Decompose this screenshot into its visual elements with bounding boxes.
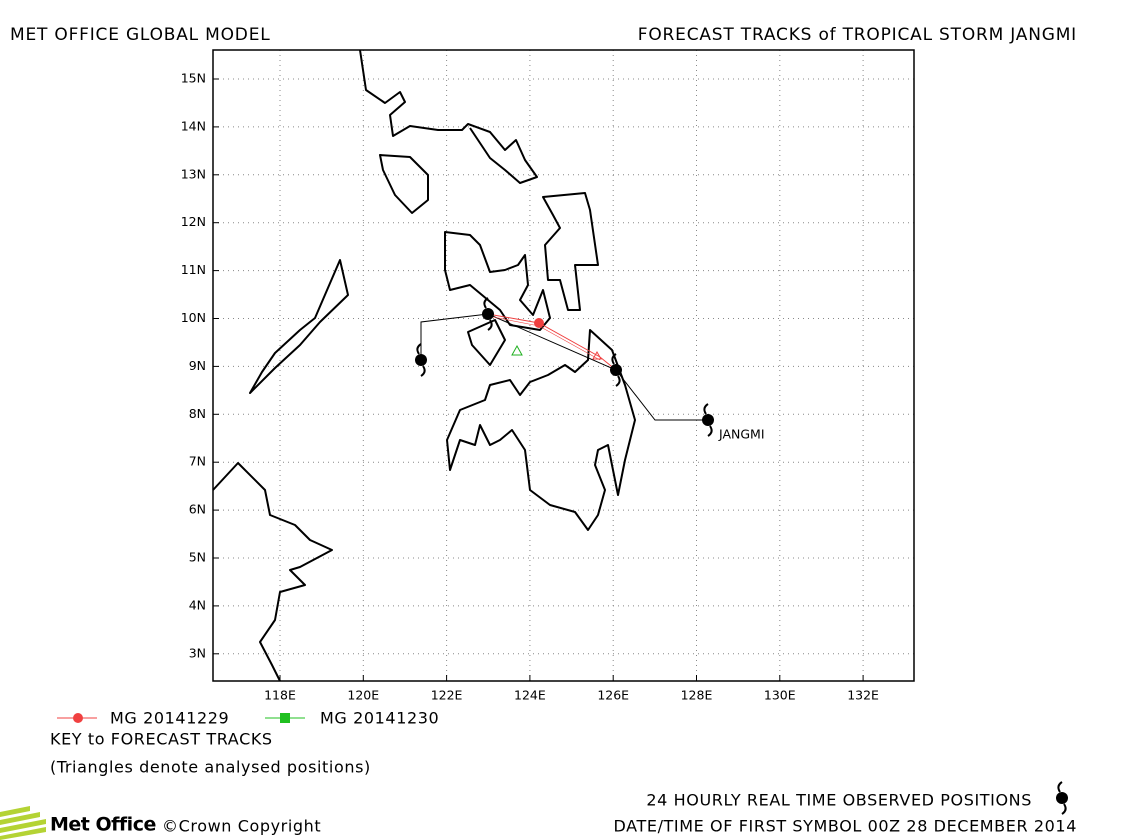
- storm-arm: [483, 297, 489, 309]
- lon-label: 118E: [264, 688, 296, 703]
- legend-note: (Triangles denote analysed positions): [50, 758, 371, 777]
- forecast-track-1229: [487, 313, 617, 371]
- header-right: FORECAST TRACKS of TROPICAL STORM JANGMI: [638, 25, 1077, 45]
- lat-label: 8N: [189, 406, 206, 421]
- analysed-position-1230: [511, 344, 523, 356]
- lat-label: 7N: [189, 454, 206, 469]
- lat-label: 10N: [181, 310, 206, 325]
- lon-label: 120E: [347, 688, 379, 703]
- map-frame: [212, 49, 915, 682]
- storm-arm: [707, 425, 713, 437]
- legend-marker-red: [73, 713, 83, 723]
- storm-symbol: [610, 364, 622, 376]
- datetime: DATE/TIME OF FIRST SYMBOL 00Z 28 DECEMBE…: [614, 817, 1077, 836]
- lat-label: 14N: [181, 118, 206, 133]
- storm-arm: [615, 375, 621, 387]
- lat-label: 5N: [189, 550, 206, 565]
- observed-key: 24 HOURLY REAL TIME OBSERVED POSITIONS: [646, 791, 1032, 810]
- copyright: ©Crown Copyright: [162, 817, 321, 836]
- storm-symbol: [1056, 792, 1068, 804]
- lat-label: 9N: [189, 358, 206, 373]
- lat-label: 6N: [189, 502, 206, 517]
- met-office-logo: Met Office: [0, 806, 156, 840]
- lat-label: 4N: [189, 597, 206, 612]
- storm-label: JANGMI: [718, 427, 765, 442]
- lat-label: 15N: [181, 71, 206, 86]
- legend-marker-green: [280, 713, 290, 723]
- lon-label: 126E: [597, 688, 629, 703]
- coastlines: [212, 49, 636, 682]
- storm-arm: [420, 365, 426, 377]
- storm-symbol: [415, 354, 427, 366]
- header-left: MET OFFICE GLOBAL MODEL: [10, 25, 271, 45]
- storm-arm: [703, 403, 709, 415]
- lon-label: 124E: [514, 688, 546, 703]
- logo-text: Met Office: [50, 814, 156, 836]
- lon-label: 122E: [431, 688, 463, 703]
- lon-label: 132E: [847, 688, 879, 703]
- storm-symbols: [415, 297, 1068, 815]
- storm-arm: [487, 319, 493, 331]
- lat-label: 11N: [181, 262, 206, 277]
- storm-symbol: [702, 414, 714, 426]
- storm-arm: [416, 343, 422, 355]
- storm-arm: [1061, 803, 1067, 815]
- lon-label: 128E: [681, 688, 713, 703]
- legend-item: MG 20141229: [110, 709, 229, 728]
- lat-label: 12N: [181, 214, 206, 229]
- grid: [213, 50, 914, 681]
- lat-label: 13N: [181, 166, 206, 181]
- lat-label: 3N: [189, 645, 206, 660]
- observed-track: [420, 313, 708, 421]
- storm-arm: [1057, 781, 1063, 793]
- legend-key: KEY to FORECAST TRACKS: [50, 730, 273, 749]
- legend-item: MG 20141230: [320, 709, 439, 728]
- storm-symbol: [482, 308, 494, 320]
- lon-label: 130E: [764, 688, 796, 703]
- storm-arm: [611, 353, 617, 365]
